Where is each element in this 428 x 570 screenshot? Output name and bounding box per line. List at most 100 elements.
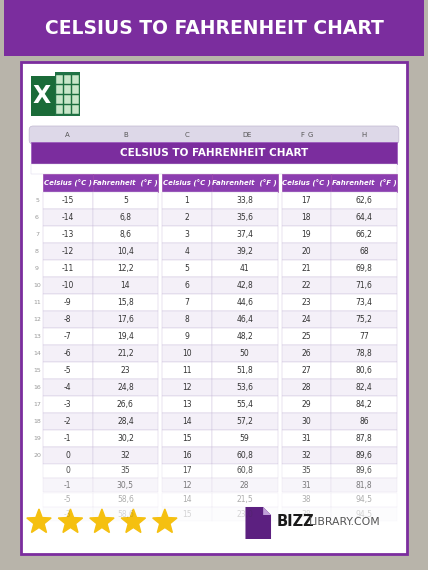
- FancyBboxPatch shape: [331, 464, 397, 478]
- FancyBboxPatch shape: [43, 345, 92, 362]
- FancyBboxPatch shape: [212, 243, 278, 260]
- Text: 5: 5: [123, 196, 128, 205]
- Text: 30,2: 30,2: [117, 434, 134, 443]
- FancyBboxPatch shape: [212, 507, 278, 522]
- Text: 30: 30: [301, 417, 311, 426]
- FancyBboxPatch shape: [282, 311, 331, 328]
- FancyBboxPatch shape: [43, 192, 92, 209]
- Text: 33,8: 33,8: [236, 196, 253, 205]
- FancyBboxPatch shape: [92, 277, 158, 294]
- Text: -14: -14: [62, 213, 74, 222]
- FancyBboxPatch shape: [43, 260, 92, 277]
- FancyBboxPatch shape: [92, 243, 158, 260]
- FancyBboxPatch shape: [55, 72, 80, 116]
- Text: 80,6: 80,6: [356, 366, 372, 375]
- Text: 69,8: 69,8: [356, 264, 372, 273]
- FancyBboxPatch shape: [331, 396, 397, 413]
- Text: 17,6: 17,6: [117, 315, 134, 324]
- FancyBboxPatch shape: [331, 447, 397, 464]
- Text: 11: 11: [33, 300, 41, 305]
- FancyBboxPatch shape: [282, 396, 331, 413]
- Text: 15: 15: [182, 434, 192, 443]
- FancyBboxPatch shape: [92, 226, 158, 243]
- Text: 12: 12: [182, 383, 192, 392]
- FancyBboxPatch shape: [212, 362, 278, 379]
- Text: 23,0: 23,0: [236, 510, 253, 519]
- FancyBboxPatch shape: [331, 226, 397, 243]
- Text: 14: 14: [182, 417, 192, 426]
- FancyBboxPatch shape: [43, 226, 92, 243]
- FancyBboxPatch shape: [43, 478, 92, 492]
- Text: 46,4: 46,4: [236, 315, 253, 324]
- Text: 23: 23: [121, 366, 130, 375]
- FancyBboxPatch shape: [43, 362, 92, 379]
- FancyBboxPatch shape: [212, 379, 278, 396]
- Text: 13: 13: [33, 334, 41, 339]
- FancyBboxPatch shape: [282, 294, 331, 311]
- FancyBboxPatch shape: [162, 478, 212, 492]
- FancyBboxPatch shape: [92, 209, 158, 226]
- FancyBboxPatch shape: [162, 192, 212, 209]
- Text: 77: 77: [359, 332, 369, 341]
- Text: 16: 16: [33, 385, 41, 390]
- Text: 71,6: 71,6: [356, 281, 372, 290]
- FancyBboxPatch shape: [43, 447, 92, 464]
- Text: C: C: [184, 132, 190, 138]
- Text: 75,2: 75,2: [356, 315, 372, 324]
- FancyBboxPatch shape: [282, 379, 331, 396]
- Text: 20: 20: [33, 453, 41, 458]
- FancyBboxPatch shape: [282, 174, 331, 192]
- Text: 89,6: 89,6: [356, 451, 372, 460]
- Text: -15: -15: [62, 196, 74, 205]
- FancyBboxPatch shape: [282, 328, 331, 345]
- Polygon shape: [58, 509, 83, 532]
- FancyBboxPatch shape: [43, 396, 92, 413]
- Polygon shape: [263, 507, 271, 515]
- FancyBboxPatch shape: [43, 174, 92, 192]
- Text: Fahrenheit  (°F ): Fahrenheit (°F ): [93, 180, 158, 187]
- Text: 73,4: 73,4: [356, 298, 372, 307]
- Text: G: G: [308, 132, 313, 138]
- Text: B: B: [123, 132, 128, 138]
- Text: 55,4: 55,4: [236, 400, 253, 409]
- Text: 59: 59: [240, 434, 250, 443]
- Text: 12: 12: [33, 317, 41, 322]
- Text: 35: 35: [301, 466, 311, 475]
- Text: 31: 31: [301, 434, 311, 443]
- Text: 15: 15: [182, 510, 192, 519]
- FancyBboxPatch shape: [331, 379, 397, 396]
- FancyBboxPatch shape: [56, 104, 63, 113]
- Text: 64,4: 64,4: [356, 213, 372, 222]
- FancyBboxPatch shape: [92, 430, 158, 447]
- Text: E: E: [247, 132, 251, 138]
- FancyBboxPatch shape: [162, 396, 212, 413]
- Text: 14: 14: [182, 495, 192, 504]
- FancyBboxPatch shape: [212, 447, 278, 464]
- Text: -9: -9: [64, 298, 71, 307]
- FancyBboxPatch shape: [43, 413, 92, 430]
- Text: 60,8: 60,8: [236, 466, 253, 475]
- FancyBboxPatch shape: [43, 379, 92, 396]
- Text: -10: -10: [62, 281, 74, 290]
- Text: 18: 18: [33, 419, 41, 424]
- Text: 8: 8: [184, 315, 190, 324]
- FancyBboxPatch shape: [212, 345, 278, 362]
- FancyBboxPatch shape: [92, 174, 158, 192]
- Text: 38: 38: [301, 510, 311, 519]
- Text: 5: 5: [35, 198, 39, 203]
- Text: 7: 7: [184, 298, 190, 307]
- FancyBboxPatch shape: [282, 507, 331, 522]
- Text: 21: 21: [302, 264, 311, 273]
- Text: 7: 7: [35, 232, 39, 237]
- FancyBboxPatch shape: [282, 478, 331, 492]
- Text: 9: 9: [184, 332, 190, 341]
- FancyBboxPatch shape: [64, 95, 71, 104]
- FancyBboxPatch shape: [282, 192, 331, 209]
- FancyBboxPatch shape: [282, 243, 331, 260]
- FancyBboxPatch shape: [43, 328, 92, 345]
- Text: 31: 31: [301, 481, 311, 490]
- Text: 17: 17: [301, 196, 311, 205]
- FancyBboxPatch shape: [92, 311, 158, 328]
- FancyBboxPatch shape: [92, 294, 158, 311]
- Text: 78,8: 78,8: [356, 349, 372, 358]
